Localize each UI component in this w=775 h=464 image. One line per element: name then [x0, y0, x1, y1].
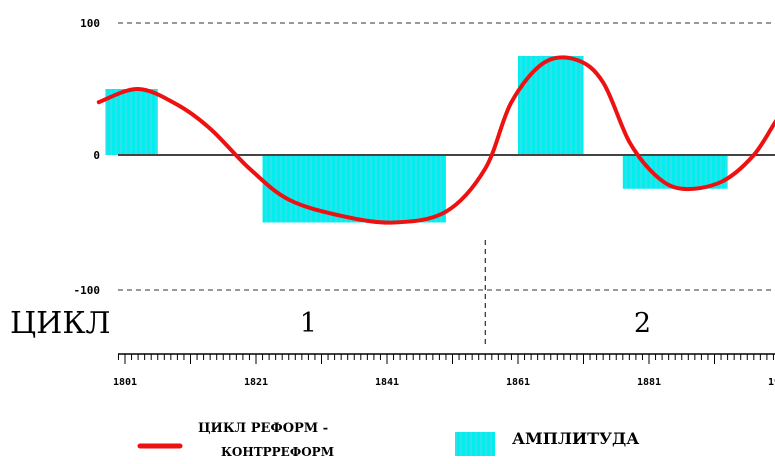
x-tick-label: 1801 — [113, 377, 137, 388]
reference-lines — [118, 22, 775, 291]
reform-cycle-line — [96, 55, 775, 225]
y-axis-labels: 100 0 -100 — [74, 17, 101, 297]
x-axis-labels: 1801182118411861188119011921194119611981 — [113, 377, 775, 388]
amplitude-bar — [105, 89, 158, 155]
x-tick-label: 1881 — [637, 377, 661, 388]
x-tick-label: 1901 — [768, 377, 775, 388]
legend-label-reform-line2: КОНТРРЕФОРМ — [221, 445, 334, 459]
x-tick-label: 1841 — [375, 377, 399, 388]
legend: ЦИКЛ РЕФОРМ - КОНТРРЕФОРМ АМПЛИТУДА — [137, 421, 639, 459]
cycle-number: 2 — [634, 308, 651, 339]
y-tick-label: 0 — [93, 149, 100, 162]
cycle-labels: ЦИКЛ 123456 — [10, 306, 651, 341]
amplitude-bar — [518, 56, 584, 155]
amplitude-bar — [262, 155, 446, 223]
amplitude-bars — [105, 56, 728, 223]
x-axis — [117, 353, 775, 364]
cycle-title: ЦИКЛ — [10, 306, 111, 341]
y-tick-label: -100 — [74, 284, 101, 297]
reform-cycle-curve — [96, 55, 775, 225]
x-tick-label: 1861 — [506, 377, 530, 388]
cycle-boundaries — [484, 240, 486, 345]
legend-label-amplitude: АМПЛИТУДА — [512, 429, 639, 448]
y-tick-label: 100 — [80, 17, 100, 30]
legend-label-reform-line1: ЦИКЛ РЕФОРМ - — [198, 421, 328, 436]
cycle-number: 1 — [300, 308, 317, 339]
legend-bar-swatch — [455, 432, 495, 456]
x-tick-label: 1821 — [244, 377, 268, 388]
